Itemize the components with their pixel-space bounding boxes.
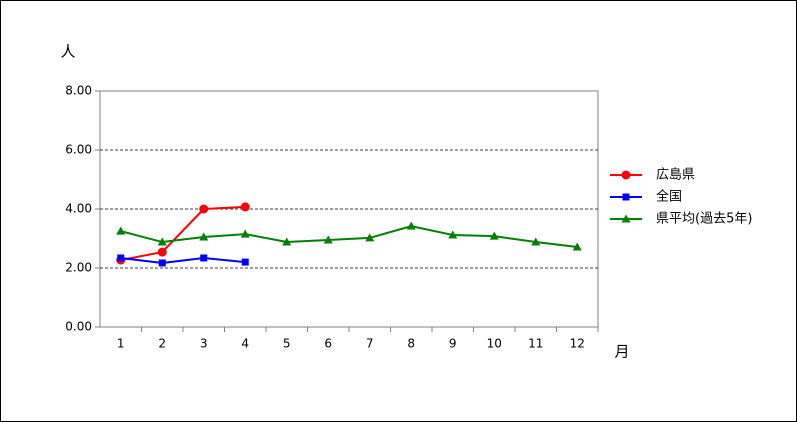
data-point: [240, 229, 250, 238]
data-point: [572, 242, 582, 251]
legend-marker: [621, 170, 631, 180]
x-tick-label: 1: [117, 337, 125, 351]
data-point: [199, 232, 209, 241]
y-tick-label: 6.00: [65, 143, 92, 157]
y-tick-label: 8.00: [65, 84, 92, 98]
series-line: [120, 256, 246, 264]
x-tick-label: 3: [200, 337, 208, 351]
x-tick-label: 4: [241, 337, 249, 351]
data-point: [241, 258, 249, 266]
x-tick-label: 7: [366, 337, 374, 351]
legend-label: 県平均(過去5年): [656, 212, 752, 227]
plot-area: [99, 90, 599, 328]
series-line: [120, 205, 246, 262]
x-tick-label: 11: [528, 337, 543, 351]
x-tick-label: 6: [324, 337, 332, 351]
x-axis-label: 月: [614, 343, 629, 361]
data-point: [489, 231, 499, 240]
data-point: [117, 254, 125, 262]
x-tick-label: 5: [283, 337, 291, 351]
data-point: [116, 226, 126, 235]
legend-marker: [621, 214, 631, 223]
data-point: [448, 230, 458, 239]
data-point: [406, 221, 416, 230]
data-point: [323, 235, 333, 244]
data-point: [157, 247, 167, 257]
y-axis-label: 人: [60, 43, 75, 61]
legend-label: 全国: [656, 189, 682, 205]
data-point: [200, 254, 208, 262]
x-tick-label: 9: [449, 337, 457, 351]
x-tick-label: 2: [158, 337, 166, 351]
x-tick-label: 12: [570, 337, 585, 351]
y-tick-label: 4.00: [65, 202, 92, 216]
legend-marker: [622, 193, 630, 201]
y-tick-label: 2.00: [65, 261, 92, 275]
y-tick-label: 0.00: [65, 320, 92, 334]
data-point: [282, 237, 292, 246]
data-point: [531, 237, 541, 246]
data-point: [365, 233, 375, 242]
data-point: [199, 204, 209, 214]
data-point: [157, 237, 167, 246]
legend-label: 広島県: [656, 168, 695, 183]
data-point: [240, 202, 250, 212]
x-tick-label: 8: [407, 337, 415, 351]
x-tick-label: 10: [487, 337, 502, 351]
data-point: [158, 259, 166, 267]
series-line: [120, 225, 578, 249]
